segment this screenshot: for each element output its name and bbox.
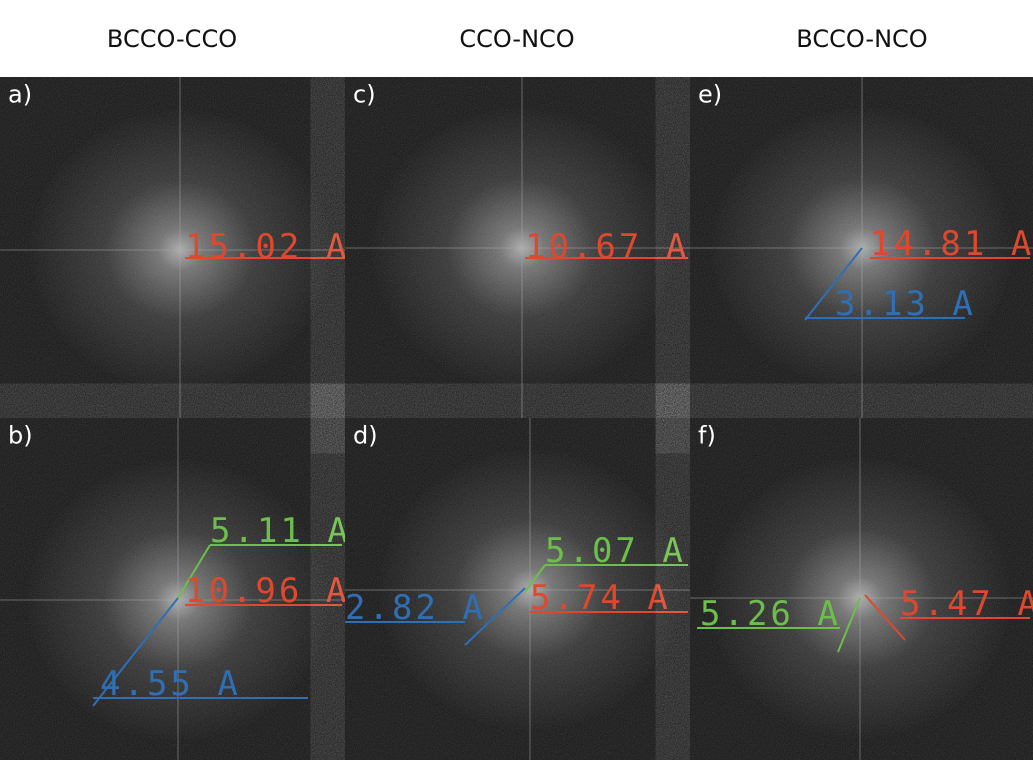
- annotation-text: 5.11 A: [210, 511, 351, 551]
- panel-label: f): [698, 422, 716, 450]
- annotation-text: 5.07 A: [545, 531, 686, 571]
- annotation-text: 5.47 A: [900, 584, 1033, 624]
- annotation-text: 14.81 A: [870, 224, 1033, 264]
- column-header: CCO-NCO: [459, 25, 574, 53]
- annotation-text: 3.13 A: [835, 284, 976, 324]
- panel-label: e): [698, 81, 722, 109]
- annotation-text: 4.55 A: [100, 664, 241, 704]
- annotation-text: 15.02 A: [185, 227, 349, 267]
- annotation-text: 10.96 A: [185, 571, 349, 611]
- column-header: BCCO-CCO: [107, 25, 237, 53]
- annotation-text: 5.74 A: [530, 578, 671, 618]
- annotation-text: 5.26 A: [700, 594, 841, 634]
- figure: a) 15.02 A b) 5.11 A 10.96 A 4.55 A c) 10.67 A d…: [0, 0, 1033, 760]
- panel-label: b): [8, 422, 33, 450]
- column-header: BCCO-NCO: [796, 25, 927, 53]
- panel-label: a): [8, 81, 32, 109]
- annotation-text: 10.67 A: [525, 227, 689, 267]
- panel-label: c): [353, 81, 376, 109]
- panel-label: d): [353, 422, 378, 450]
- annotation-text: 2.82 A: [345, 588, 486, 628]
